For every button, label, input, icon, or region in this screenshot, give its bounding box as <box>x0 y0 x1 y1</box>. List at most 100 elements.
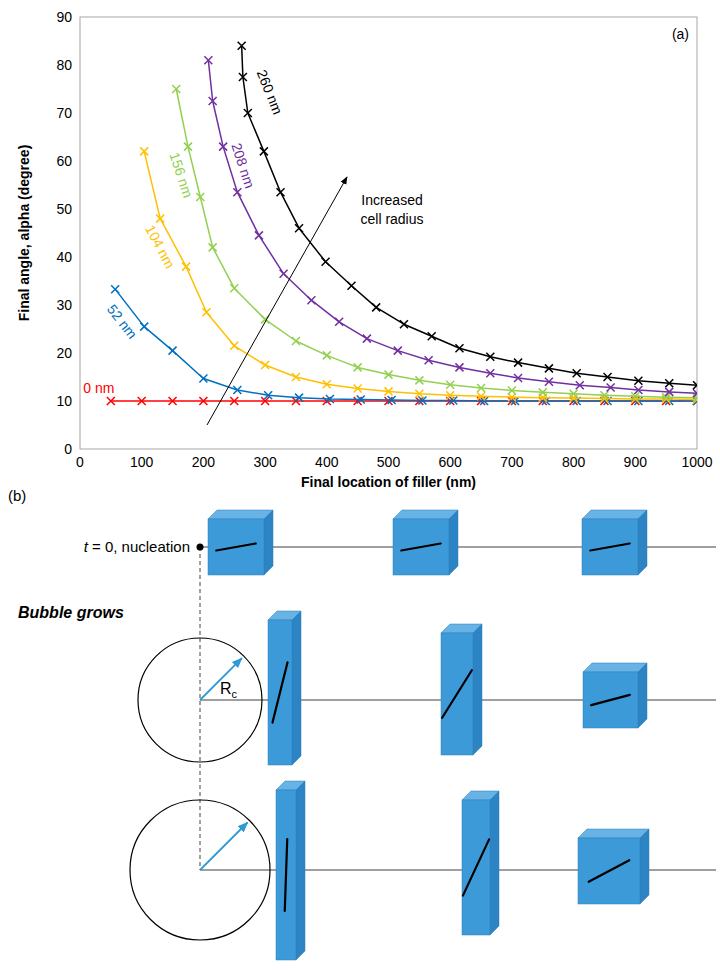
series-marker <box>354 363 362 371</box>
y-tick-label: 50 <box>56 201 72 217</box>
series-marker <box>230 342 238 350</box>
panel-label: (b) <box>8 487 26 504</box>
plot-frame <box>80 17 697 449</box>
annotation-text: Increasedcell radius <box>360 192 423 227</box>
radius-subscript: c <box>232 688 238 700</box>
x-tick-label: 300 <box>253 454 277 470</box>
series-marker <box>323 380 331 388</box>
x-tick-label: 200 <box>192 454 216 470</box>
filler-cell <box>208 510 273 575</box>
series-label: 52 nm <box>104 301 141 342</box>
y-tick-label: 70 <box>56 105 72 121</box>
filler <box>591 695 630 705</box>
series-marker <box>202 308 210 316</box>
series-marker <box>140 147 148 155</box>
dashed-guide <box>200 547 201 870</box>
series-line <box>242 46 697 385</box>
cell-front <box>578 838 640 904</box>
y-axis-title: Final angle, alpha (degree) <box>16 145 32 322</box>
series-marker <box>446 391 454 399</box>
series-marker <box>292 373 300 381</box>
filler <box>273 662 288 722</box>
series-marker <box>425 356 433 364</box>
series-marker <box>138 397 146 405</box>
series-marker <box>295 224 303 232</box>
series-marker <box>665 379 673 387</box>
x-tick-label: 900 <box>624 454 648 470</box>
series-marker <box>354 385 362 393</box>
filler-cell <box>268 611 301 765</box>
series-marker <box>486 369 494 377</box>
y-tick-label: 0 <box>64 441 72 457</box>
series-marker <box>604 373 612 381</box>
series-marker <box>693 389 697 397</box>
cell-front <box>441 633 473 755</box>
series-marker <box>486 353 494 361</box>
series-marker <box>576 381 584 389</box>
y-tick-label: 20 <box>56 345 72 361</box>
cell-side <box>292 611 301 765</box>
series-marker <box>280 270 288 278</box>
series-marker <box>545 364 553 372</box>
annotation-arrow <box>207 177 347 425</box>
series-marker <box>196 193 204 201</box>
cell-side <box>638 663 647 728</box>
y-tick-label: 40 <box>56 249 72 265</box>
x-tick-label: 0 <box>76 454 84 470</box>
x-axis-title: Final location of filler (nm) <box>301 474 476 490</box>
series-marker <box>204 56 212 64</box>
series-marker <box>238 42 246 50</box>
series-marker <box>323 351 331 359</box>
series-marker <box>508 393 516 401</box>
plot-area <box>107 42 697 405</box>
series-marker <box>514 359 522 367</box>
series-marker <box>357 396 365 404</box>
series-label: 208 nm <box>228 141 258 190</box>
nucleation-label-part: = 0, nucleation <box>88 538 190 555</box>
y-tick-label: 90 <box>56 9 72 25</box>
series-marker <box>244 109 252 117</box>
series-marker <box>260 147 268 155</box>
filler <box>285 839 288 911</box>
series-marker <box>693 381 697 389</box>
series-marker <box>111 285 119 293</box>
series-marker <box>508 386 516 394</box>
series-marker <box>634 386 642 394</box>
series-marker <box>199 397 207 405</box>
series-marker <box>182 263 190 271</box>
series-marker <box>394 347 402 355</box>
series-marker <box>184 143 192 151</box>
series-marker <box>385 371 393 379</box>
series-marker <box>347 282 355 290</box>
series-label: 0 nm <box>83 380 114 396</box>
series-label: 104 nm <box>142 222 178 271</box>
nucleation-label: t = 0, nucleation <box>84 538 190 555</box>
filler <box>463 839 489 895</box>
nucleation-dot <box>197 544 204 551</box>
series-marker <box>400 320 408 328</box>
series-marker <box>573 369 581 377</box>
series-marker <box>539 388 547 396</box>
bubble <box>138 638 262 762</box>
filler-cell <box>276 781 305 960</box>
series-line <box>208 60 697 393</box>
cell-side <box>473 624 482 755</box>
series-marker <box>277 188 285 196</box>
figure: 0102030405060708090010020030040050060070… <box>0 0 720 970</box>
series-marker <box>372 303 380 311</box>
cell-top <box>208 510 273 519</box>
series-marker <box>322 258 330 266</box>
filler-cell <box>441 624 482 755</box>
filler-cell <box>578 829 649 904</box>
series-marker <box>363 335 371 343</box>
cell-side <box>640 829 649 904</box>
series-marker <box>665 388 673 396</box>
series-line <box>115 289 697 401</box>
series-marker <box>570 394 578 402</box>
filler <box>216 544 255 551</box>
series-marker <box>233 386 241 394</box>
filler <box>442 670 472 717</box>
y-tick-label: 30 <box>56 297 72 313</box>
cell-front <box>393 519 449 575</box>
radius-arrow <box>200 658 242 700</box>
